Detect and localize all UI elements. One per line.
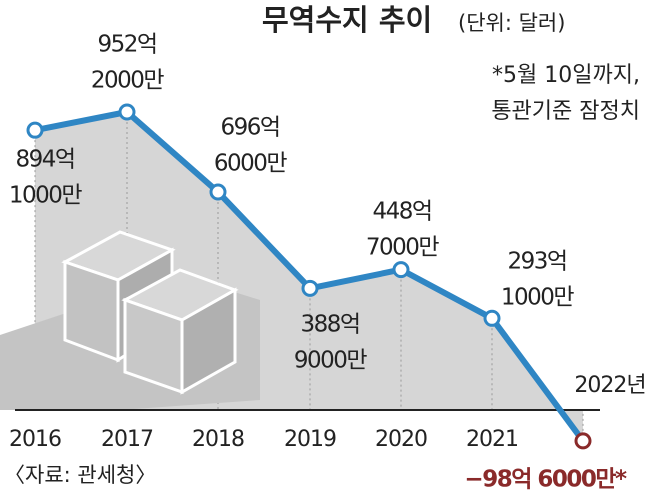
chart-title: 무역수지 추이 xyxy=(262,3,432,37)
x-tick-label: 2020 xyxy=(375,427,427,452)
note: *5월 10일까지, xyxy=(492,63,640,88)
source: 〈자료: 관세청〉 xyxy=(4,463,156,487)
marker xyxy=(26,121,44,139)
x-tick-label: 2018 xyxy=(192,427,244,452)
value-label: 1000만 xyxy=(9,183,83,209)
chart-subtitle: (단위: 달러) xyxy=(458,11,565,35)
x-tick-label: 2016 xyxy=(9,427,61,452)
marker xyxy=(574,432,592,450)
value-label: 696억 xyxy=(220,115,279,141)
value-label: 894억 xyxy=(15,147,74,173)
value-label: −98억 6000만* xyxy=(464,467,627,493)
x-tick-label: 2017 xyxy=(101,427,153,452)
marker xyxy=(118,103,136,121)
value-label: 952억 xyxy=(97,32,156,58)
value-label: 388억 xyxy=(300,312,359,338)
value-label: 448억 xyxy=(372,199,431,225)
marker xyxy=(392,261,410,279)
value-label: 6000만 xyxy=(214,151,288,177)
value-label: 1000만 xyxy=(501,285,575,311)
crates xyxy=(0,230,260,410)
x-tick-label: 2019 xyxy=(284,427,336,452)
marker xyxy=(301,279,319,297)
x-tick-label: 2022년 xyxy=(574,373,645,398)
note: 통관기준 잠정치 xyxy=(491,99,640,124)
marker xyxy=(483,309,501,327)
value-label: 9000만 xyxy=(294,348,368,374)
value-label: 7000만 xyxy=(366,235,440,261)
value-label: 2000만 xyxy=(91,68,165,94)
x-tick-label: 2021 xyxy=(466,427,518,452)
marker xyxy=(209,183,227,201)
value-label: 293억 xyxy=(507,249,566,275)
